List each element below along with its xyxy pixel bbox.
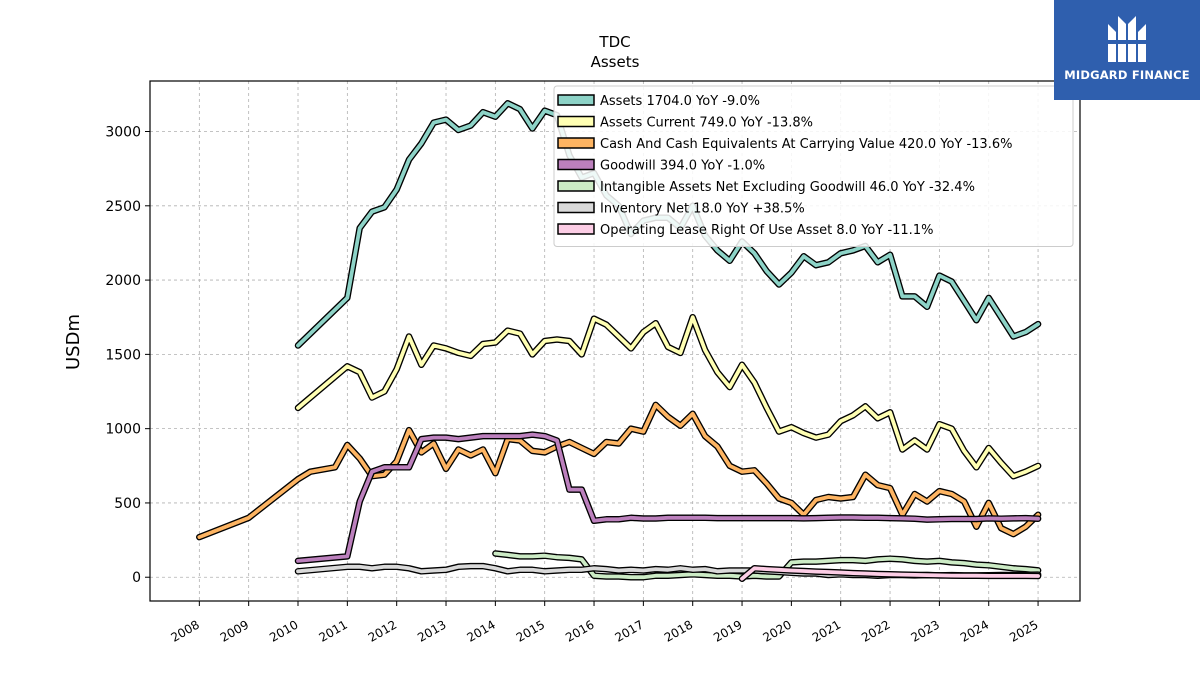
legend-item: Assets 1704.0 YoY -9.0% bbox=[557, 94, 760, 109]
x-tick-label: 2014 bbox=[464, 617, 497, 644]
series-line bbox=[493, 551, 1040, 580]
series-intangible-assets-net-excluding-goodwill bbox=[492, 550, 1042, 581]
legend-label: Goodwill 394.0 YoY -1.0% bbox=[600, 159, 765, 174]
x-tick-label: 2016 bbox=[563, 617, 596, 644]
legend-item: Operating Lease Right Of Use Asset 8.0 Y… bbox=[557, 223, 933, 238]
legend-item: Goodwill 394.0 YoY -1.0% bbox=[557, 158, 765, 174]
x-tick-label: 2018 bbox=[662, 617, 695, 644]
x-tick-label: 2023 bbox=[909, 617, 942, 644]
legend-label: Assets Current 749.0 YoY -13.8% bbox=[600, 116, 813, 131]
y-tick-label: 2000 bbox=[105, 273, 141, 289]
y-tick-label: 3000 bbox=[105, 125, 141, 141]
y-tick-label: 1500 bbox=[105, 347, 141, 363]
x-tick-label: 2020 bbox=[760, 617, 793, 644]
x-tick-label: 2024 bbox=[958, 617, 991, 644]
legend-label: Operating Lease Right Of Use Asset 8.0 Y… bbox=[600, 223, 933, 238]
y-tick-label: 0 bbox=[132, 570, 141, 586]
chart-title: TDC bbox=[598, 33, 630, 51]
series-line bbox=[197, 402, 1040, 539]
series-assets-current bbox=[294, 313, 1042, 480]
plot-frame bbox=[149, 80, 1081, 602]
x-tick-label: 2019 bbox=[711, 617, 744, 644]
x-tick-label: 2015 bbox=[514, 617, 547, 644]
legend-item: Intangible Assets Net Excluding Goodwill… bbox=[557, 180, 975, 195]
y-tick-label: 1000 bbox=[105, 422, 141, 438]
x-tick-label: 2025 bbox=[1007, 617, 1040, 644]
x-tick-label: 2011 bbox=[316, 617, 349, 644]
legend-item: Inventory Net 18.0 YoY +38.5% bbox=[557, 201, 805, 217]
midgard-logo: MIDGARD FINANCE bbox=[1054, 0, 1200, 100]
legend: Assets 1704.0 YoY -9.0% Assets Current 74… bbox=[553, 85, 1074, 247]
legend-label: Inventory Net 18.0 YoY +38.5% bbox=[600, 202, 805, 217]
y-tick-label: 500 bbox=[114, 496, 141, 512]
legend-label: Assets 1704.0 YoY -9.0% bbox=[600, 94, 760, 109]
legend-swatch bbox=[557, 201, 595, 214]
legend-label: Cash And Cash Equivalents At Carrying Va… bbox=[600, 137, 1012, 152]
midgard-logo-icon bbox=[1106, 16, 1148, 62]
legend-swatch bbox=[557, 94, 595, 106]
legend-box bbox=[553, 85, 1074, 247]
legend-swatch bbox=[557, 223, 595, 235]
y-tick-label: 2500 bbox=[105, 199, 141, 215]
x-tick-label: 2013 bbox=[415, 617, 448, 644]
series-line bbox=[296, 432, 1040, 563]
series-line bbox=[740, 566, 1040, 581]
x-tick-label: 2012 bbox=[366, 617, 399, 644]
series-goodwill bbox=[294, 431, 1042, 565]
x-tick-label: 2021 bbox=[810, 617, 843, 644]
legend-label: Intangible Assets Net Excluding Goodwill… bbox=[600, 180, 975, 195]
chart-subtitle: Assets bbox=[591, 53, 640, 71]
series-operating-lease-right-of-use-asset bbox=[738, 565, 1042, 582]
y-axis-label: USDm bbox=[63, 314, 84, 370]
x-tick-label: 2008 bbox=[168, 617, 201, 644]
series-line bbox=[296, 315, 1040, 479]
legend-item: Assets Current 749.0 YoY -13.8% bbox=[557, 115, 813, 131]
series-cash-and-cash-equivalents-at-carrying-value bbox=[196, 401, 1042, 541]
legend-item: Cash And Cash Equivalents At Carrying Va… bbox=[557, 137, 1012, 152]
x-tick-label: 2009 bbox=[218, 617, 251, 644]
x-tick-label: 2022 bbox=[859, 617, 892, 644]
x-tick-label: 2017 bbox=[612, 617, 645, 644]
legend-swatch bbox=[557, 158, 595, 171]
legend-swatch bbox=[557, 115, 595, 128]
legend-swatch bbox=[557, 180, 595, 192]
x-tick-label: 2010 bbox=[267, 617, 300, 644]
logo-text: MIDGARD FINANCE bbox=[1064, 68, 1190, 82]
legend-swatch bbox=[557, 137, 595, 149]
